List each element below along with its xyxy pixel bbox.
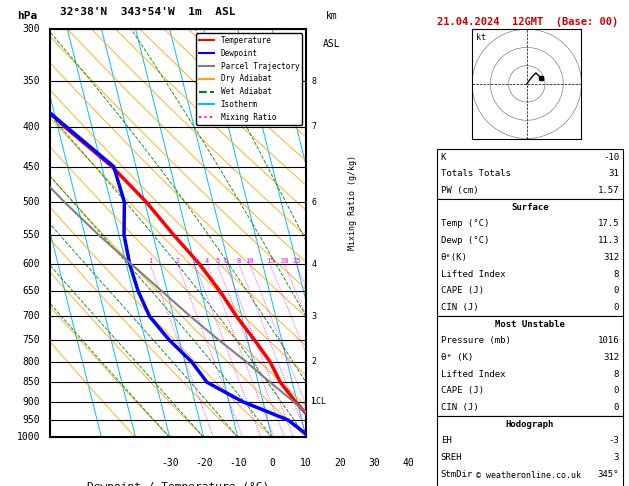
- Text: 3: 3: [311, 312, 316, 321]
- Text: PW (cm): PW (cm): [441, 186, 479, 195]
- Text: 450: 450: [23, 162, 40, 172]
- Text: 7: 7: [311, 122, 316, 131]
- Text: 0: 0: [614, 303, 619, 312]
- Text: 350: 350: [23, 76, 40, 87]
- Text: CAPE (J): CAPE (J): [441, 386, 484, 395]
- Text: 312: 312: [603, 253, 619, 262]
- Text: SREH: SREH: [441, 453, 462, 462]
- Text: 0: 0: [614, 386, 619, 395]
- Text: 25: 25: [292, 258, 301, 264]
- Text: Surface: Surface: [511, 203, 548, 212]
- Text: 700: 700: [23, 312, 40, 321]
- Text: 31: 31: [608, 170, 619, 178]
- Text: 11.3: 11.3: [598, 236, 619, 245]
- Text: CAPE (J): CAPE (J): [441, 286, 484, 295]
- Text: 20: 20: [281, 258, 289, 264]
- Text: StmDir: StmDir: [441, 469, 473, 479]
- Text: 32°38'N  343°54'W  1m  ASL: 32°38'N 343°54'W 1m ASL: [60, 7, 235, 17]
- Text: Hodograph: Hodograph: [506, 419, 554, 429]
- Text: 950: 950: [23, 415, 40, 425]
- Text: CIN (J): CIN (J): [441, 403, 479, 412]
- Text: 3: 3: [192, 258, 197, 264]
- Text: © weatheronline.co.uk: © weatheronline.co.uk: [476, 471, 581, 480]
- Text: -30: -30: [161, 458, 179, 468]
- Text: 550: 550: [23, 230, 40, 240]
- Text: 0: 0: [614, 403, 619, 412]
- Text: 800: 800: [23, 357, 40, 367]
- Text: 8: 8: [614, 270, 619, 278]
- Text: 1000: 1000: [16, 433, 40, 442]
- Bar: [437, 199, 623, 316]
- Text: km: km: [326, 11, 338, 21]
- Text: 21.04.2024  12GMT  (Base: 00): 21.04.2024 12GMT (Base: 00): [437, 17, 618, 27]
- Text: 0: 0: [614, 286, 619, 295]
- Text: Totals Totals: Totals Totals: [441, 170, 511, 178]
- Bar: [437, 416, 623, 486]
- Text: 40: 40: [403, 458, 415, 468]
- Text: θᵉ (K): θᵉ (K): [441, 353, 473, 362]
- Text: -10: -10: [229, 458, 247, 468]
- Text: Lifted Index: Lifted Index: [441, 370, 505, 379]
- Text: 8: 8: [614, 370, 619, 379]
- Text: Dewpoint / Temperature (°C): Dewpoint / Temperature (°C): [87, 482, 269, 486]
- Text: Temp (°C): Temp (°C): [441, 220, 489, 228]
- Text: 1016: 1016: [598, 336, 619, 345]
- Text: 10: 10: [300, 458, 312, 468]
- Text: 4: 4: [205, 258, 209, 264]
- Text: 5: 5: [215, 258, 220, 264]
- Text: Mixing Ratio (g/kg): Mixing Ratio (g/kg): [348, 155, 357, 250]
- Text: 900: 900: [23, 397, 40, 407]
- Text: 8: 8: [237, 258, 241, 264]
- Text: 650: 650: [23, 286, 40, 296]
- Text: 6: 6: [311, 198, 316, 207]
- Text: -3: -3: [608, 436, 619, 445]
- Text: 3: 3: [614, 453, 619, 462]
- Text: Dewp (°C): Dewp (°C): [441, 236, 489, 245]
- Text: 1: 1: [148, 258, 152, 264]
- Text: 15: 15: [265, 258, 274, 264]
- Text: 10: 10: [245, 258, 254, 264]
- Text: hPa: hPa: [17, 11, 37, 21]
- Text: -20: -20: [195, 458, 213, 468]
- Text: kt: kt: [476, 33, 486, 42]
- Text: 600: 600: [23, 259, 40, 269]
- Text: 400: 400: [23, 122, 40, 132]
- Text: CIN (J): CIN (J): [441, 303, 479, 312]
- Text: 500: 500: [23, 197, 40, 208]
- Legend: Temperature, Dewpoint, Parcel Trajectory, Dry Adiabat, Wet Adiabat, Isotherm, Mi: Temperature, Dewpoint, Parcel Trajectory…: [196, 33, 303, 125]
- Text: K: K: [441, 153, 446, 162]
- Text: 6: 6: [223, 258, 228, 264]
- Text: θᵉ(K): θᵉ(K): [441, 253, 467, 262]
- Text: 300: 300: [23, 24, 40, 34]
- Bar: [437, 149, 623, 199]
- Text: 312: 312: [603, 353, 619, 362]
- Text: Lifted Index: Lifted Index: [441, 270, 505, 278]
- Text: -10: -10: [603, 153, 619, 162]
- Text: 0: 0: [269, 458, 275, 468]
- Text: 850: 850: [23, 377, 40, 387]
- Text: 8: 8: [311, 77, 316, 86]
- Text: 750: 750: [23, 335, 40, 345]
- Text: 345°: 345°: [598, 469, 619, 479]
- Text: 20: 20: [335, 458, 346, 468]
- Text: 2: 2: [311, 357, 316, 366]
- Text: Pressure (mb): Pressure (mb): [441, 336, 511, 345]
- Text: LCL: LCL: [311, 397, 326, 406]
- Text: Most Unstable: Most Unstable: [495, 320, 565, 329]
- Text: 4: 4: [311, 260, 316, 269]
- Text: EH: EH: [441, 436, 452, 445]
- Text: ASL: ASL: [323, 39, 340, 50]
- Text: 17.5: 17.5: [598, 220, 619, 228]
- Text: 1: 1: [311, 397, 316, 406]
- Bar: [437, 316, 623, 416]
- Text: 1.57: 1.57: [598, 186, 619, 195]
- Text: 2: 2: [175, 258, 180, 264]
- Text: 30: 30: [369, 458, 380, 468]
